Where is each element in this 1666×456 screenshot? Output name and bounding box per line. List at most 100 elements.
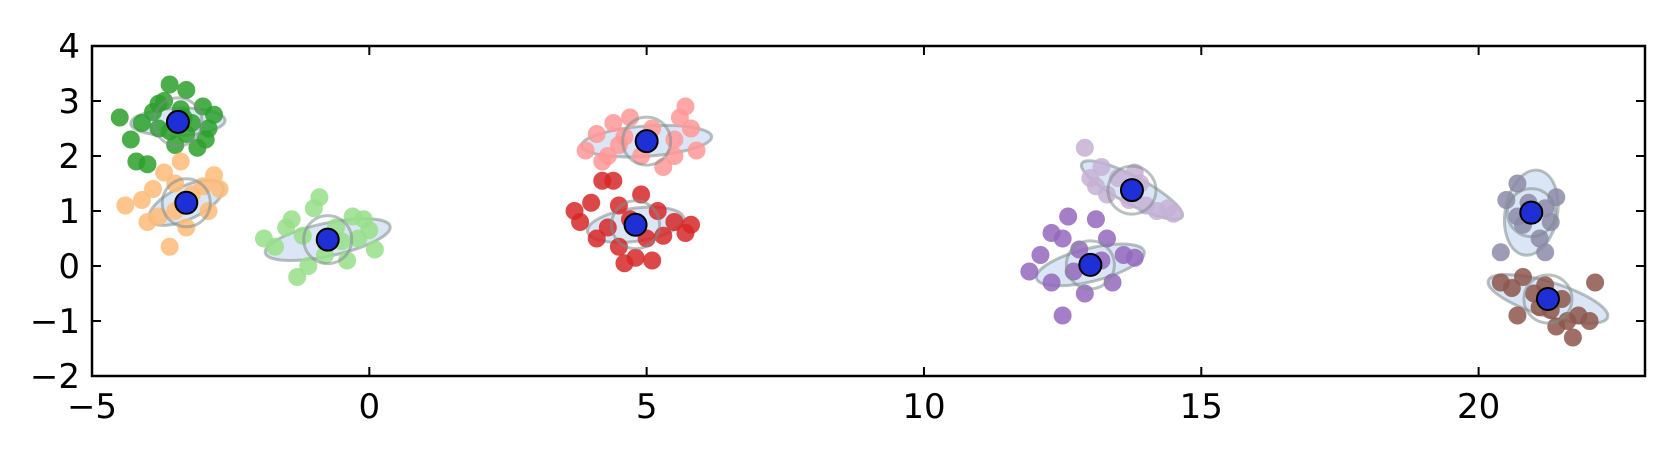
cluster-0-point-1: [121, 130, 140, 149]
cluster-1-point-8: [171, 152, 190, 171]
x-tick-label-5: 20: [1457, 387, 1500, 427]
cluster-7-point-0: [1491, 243, 1510, 262]
y-tick-label-5: 3: [58, 82, 80, 122]
cluster-5-point-2: [1092, 158, 1111, 176]
y-tick-label-2: 0: [58, 247, 80, 287]
cluster-0-point-20: [132, 114, 151, 132]
cluster-5-point-10: [1164, 204, 1183, 223]
cluster-2-point-6: [310, 188, 329, 207]
cluster-2-center-ring: [302, 214, 354, 266]
cluster-0-point-11: [177, 81, 196, 99]
cluster-6-point-15: [1042, 224, 1061, 242]
cluster-3-point-11: [676, 97, 695, 116]
centers-layer: [152, 96, 1574, 325]
cluster-6-point-1: [1031, 246, 1050, 264]
cluster-0-center-marker: [165, 109, 190, 134]
cluster-7-center-marker: [1519, 200, 1544, 225]
cluster-5-point-0: [1075, 138, 1094, 157]
cluster-2-point-9: [338, 251, 357, 270]
cluster-8-point-3: [1513, 268, 1532, 286]
cluster-8-center-marker: [1535, 287, 1560, 311]
cluster-3-point-13: [687, 141, 706, 160]
cluster-6-point-2: [1042, 273, 1061, 292]
cluster-4-point-17: [682, 215, 701, 234]
cluster-4-point-15: [665, 213, 684, 231]
cluster-1-point-5: [155, 163, 174, 182]
cluster-0-point-16: [205, 105, 224, 124]
cluster-2-point-17: [354, 210, 373, 229]
cluster-5-center-marker: [1119, 178, 1144, 203]
cluster-1-point-1: [132, 191, 151, 209]
cluster-4-point-18: [632, 185, 651, 204]
plot-frame: [90, 44, 1647, 378]
cluster-3-point-3: [604, 114, 623, 132]
y-tick-label-0: −2: [30, 357, 80, 397]
cluster-2-center-marker: [315, 227, 340, 252]
cluster-2-point-1: [266, 237, 285, 256]
x-tick-label-4: 15: [1180, 387, 1223, 427]
x-tick-label-0: −5: [67, 387, 117, 427]
axis-ticks: −5 0 5 10 15 20 −2 −1 0 1 2 3 4: [30, 27, 1645, 427]
cluster-2-point-16: [282, 210, 301, 229]
cluster-1-center-marker: [174, 190, 199, 215]
cluster-4-point-1: [571, 213, 590, 231]
x-tick-label-1: 0: [359, 387, 381, 427]
cluster-6-point-5: [1059, 207, 1078, 226]
cluster-4-point-6: [604, 171, 623, 190]
cluster-8-center-ring: [1522, 273, 1574, 325]
cluster-1-point-15: [166, 174, 185, 193]
cluster-0-point-0: [110, 108, 129, 127]
cluster-2-point-14: [299, 257, 318, 275]
cluster-6-point-12: [1103, 273, 1122, 292]
cluster-6-point-9: [1086, 210, 1105, 229]
cluster-1-point-6: [160, 237, 179, 256]
cluster-7-center-ring: [1505, 187, 1557, 239]
y-tick-label-3: 1: [58, 192, 80, 232]
cluster-0-point-3: [138, 155, 157, 174]
x-tick-label-2: 5: [636, 387, 658, 427]
x-tick-label-3: 10: [902, 387, 945, 427]
cluster-5-center-ring: [1106, 164, 1158, 216]
y-tick-label-1: −1: [30, 302, 80, 342]
cluster-2-point-13: [365, 240, 384, 259]
cluster-4-point-10: [626, 248, 645, 267]
cluster-8-point-2: [1508, 306, 1527, 325]
y-tick-label-4: 2: [58, 137, 80, 177]
cluster-4-point-7: [609, 237, 628, 256]
cluster-1-point-13: [205, 166, 224, 185]
cluster-4-point-3: [587, 229, 606, 248]
cluster-6-center-ring: [1064, 239, 1116, 291]
cluster-5-point-11: [1086, 177, 1105, 196]
cluster-3-point-0: [576, 141, 595, 160]
cluster-3-center-marker: [634, 129, 659, 154]
cluster-4-center-ring: [610, 199, 662, 251]
cluster-8-point-12: [1580, 312, 1599, 330]
cluster-1-point-14: [210, 180, 229, 198]
cluster-7-point-2: [1508, 174, 1527, 193]
cluster-0-point-18: [149, 94, 168, 113]
y-tick-label-6: 4: [58, 27, 80, 67]
cluster-8-point-1: [1502, 279, 1521, 297]
cluster-3-center-ring: [621, 115, 673, 167]
cluster-1-center-ring: [160, 177, 212, 229]
cluster-4-point-12: [643, 251, 662, 270]
cluster-6-point-0: [1020, 262, 1039, 281]
cluster-1-point-0: [116, 196, 135, 215]
cluster-3-point-12: [682, 119, 701, 138]
points-layer: [110, 75, 1605, 347]
cluster-7-point-9: [1536, 243, 1555, 262]
cluster-3-point-1: [587, 125, 606, 143]
cluster-0-point-19: [196, 130, 215, 149]
cluster-8-point-10: [1563, 328, 1582, 347]
cluster-6-center-marker: [1078, 252, 1103, 277]
cluster-6-point-14: [1125, 248, 1144, 267]
cluster-4-center-marker: [623, 212, 648, 237]
cluster-6-point-4: [1053, 306, 1072, 325]
cluster-3-point-16: [598, 147, 617, 165]
cluster-4-point-2: [582, 193, 601, 212]
cluster-0-center-ring: [152, 96, 204, 148]
cluster-2-point-3: [288, 268, 307, 286]
cluster-8-point-13: [1586, 273, 1605, 292]
cluster-7-point-1: [1497, 191, 1516, 209]
